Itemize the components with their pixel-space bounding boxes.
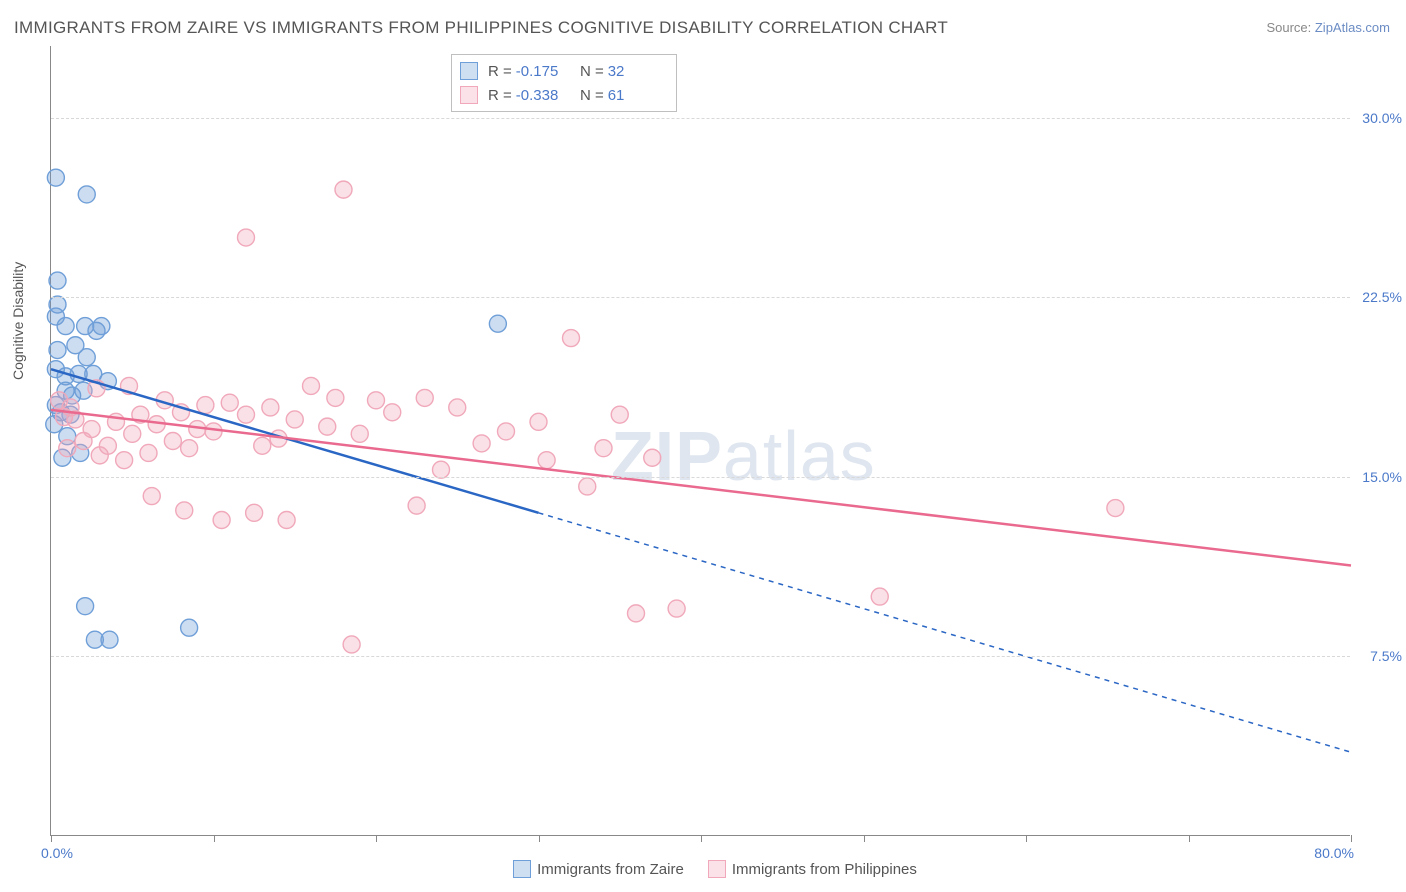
y-tick-label: 15.0%	[1354, 469, 1402, 485]
data-point	[351, 425, 368, 442]
data-point	[197, 397, 214, 414]
data-point	[238, 406, 255, 423]
data-point	[181, 619, 198, 636]
data-point	[246, 504, 263, 521]
x-tick	[864, 835, 865, 842]
data-point	[327, 389, 344, 406]
data-point	[238, 229, 255, 246]
data-point	[286, 411, 303, 428]
chart-title: IMMIGRANTS FROM ZAIRE VS IMMIGRANTS FROM…	[14, 18, 948, 38]
data-point	[628, 605, 645, 622]
bottom-legend: Immigrants from Zaire Immigrants from Phi…	[0, 860, 1406, 878]
data-point	[91, 447, 108, 464]
x-tick	[539, 835, 540, 842]
data-point	[368, 392, 385, 409]
data-point	[408, 497, 425, 514]
data-point	[611, 406, 628, 423]
data-point	[164, 433, 181, 450]
x-tick	[1026, 835, 1027, 842]
data-point	[335, 181, 352, 198]
data-point	[278, 512, 295, 529]
x-tick	[701, 835, 702, 842]
data-point	[254, 437, 271, 454]
source-link[interactable]: ZipAtlas.com	[1315, 20, 1390, 35]
data-point	[644, 449, 661, 466]
y-axis-label: Cognitive Disability	[10, 262, 26, 380]
data-point	[47, 169, 64, 186]
trend-line	[51, 369, 539, 513]
data-point	[489, 315, 506, 332]
gridline-h	[51, 297, 1350, 298]
data-point	[78, 186, 95, 203]
legend-swatch	[513, 860, 531, 878]
plot-area: ZIPatlas R = -0.175 N = 32R = -0.338 N =…	[50, 46, 1350, 836]
data-point	[143, 488, 160, 505]
data-point	[205, 423, 222, 440]
data-point	[530, 413, 547, 430]
y-tick-label: 22.5%	[1354, 289, 1402, 305]
data-point	[213, 512, 230, 529]
data-point	[93, 318, 110, 335]
data-point	[116, 452, 133, 469]
x-tick	[1189, 835, 1190, 842]
data-point	[303, 377, 320, 394]
gridline-h	[51, 118, 1350, 119]
data-point	[78, 349, 95, 366]
trend-line-extrapolated	[539, 513, 1352, 752]
data-point	[49, 272, 66, 289]
data-point	[59, 440, 76, 457]
data-point	[498, 423, 515, 440]
source-attribution: Source: ZipAtlas.com	[1266, 20, 1390, 35]
data-point	[449, 399, 466, 416]
data-point	[416, 389, 433, 406]
data-point	[538, 452, 555, 469]
data-point	[221, 394, 238, 411]
data-point	[473, 435, 490, 452]
trend-line	[51, 410, 1351, 566]
data-point	[262, 399, 279, 416]
x-tick	[376, 835, 377, 842]
legend-label: Immigrants from Zaire	[537, 861, 684, 878]
legend-label: Immigrants from Philippines	[732, 861, 917, 878]
data-point	[668, 600, 685, 617]
x-tick	[214, 835, 215, 842]
y-tick-label: 30.0%	[1354, 110, 1402, 126]
x-tick	[1351, 835, 1352, 842]
data-point	[343, 636, 360, 653]
data-point	[75, 433, 92, 450]
data-point	[595, 440, 612, 457]
data-point	[319, 418, 336, 435]
data-point	[181, 440, 198, 457]
gridline-h	[51, 477, 1350, 478]
data-point	[1107, 500, 1124, 517]
data-point	[57, 318, 74, 335]
data-point	[384, 404, 401, 421]
chart-svg	[51, 46, 1350, 835]
data-point	[563, 330, 580, 347]
gridline-h	[51, 656, 1350, 657]
data-point	[124, 425, 141, 442]
y-tick-label: 7.5%	[1354, 648, 1402, 664]
data-point	[433, 461, 450, 478]
x-tick	[51, 835, 52, 842]
data-point	[49, 342, 66, 359]
x-axis-max-label: 80.0%	[1314, 845, 1354, 861]
data-point	[871, 588, 888, 605]
data-point	[101, 631, 118, 648]
source-prefix: Source:	[1266, 20, 1314, 35]
data-point	[140, 444, 157, 461]
x-axis-origin-label: 0.0%	[41, 845, 73, 861]
data-point	[579, 478, 596, 495]
legend-swatch	[708, 860, 726, 878]
data-point	[77, 598, 94, 615]
data-point	[176, 502, 193, 519]
